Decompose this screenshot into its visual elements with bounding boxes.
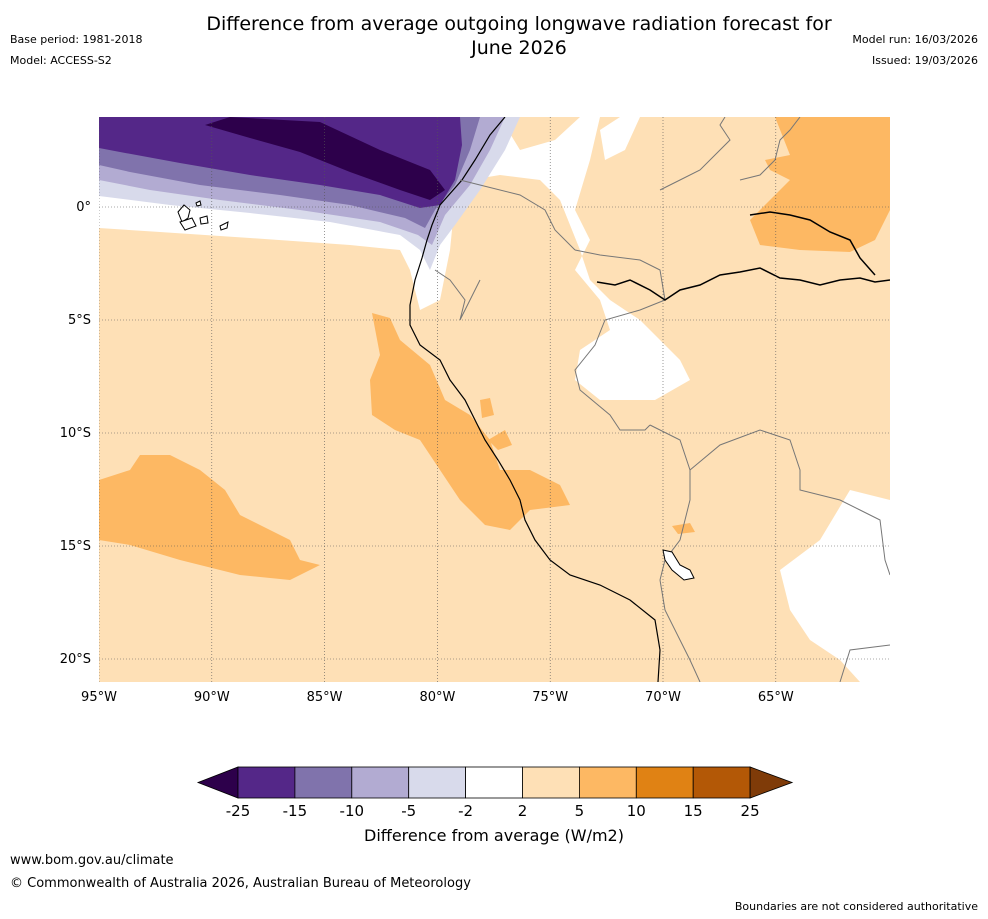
- anomaly-blob-small-1: [480, 398, 494, 418]
- colorbar-ticks: -25 -15 -10 -5 -2 2 5 10 15 25: [226, 802, 760, 820]
- colorbar-segment: [237, 766, 296, 799]
- colorbar-extend-low: [196, 766, 239, 799]
- footer-copyright: © Commonwealth of Australia 2026, Austra…: [10, 876, 471, 891]
- lon-tick-label: 90°W: [194, 690, 230, 705]
- map-area: [99, 117, 890, 682]
- colorbar-segment: [635, 766, 694, 799]
- colorbar-tick-label: 10: [627, 802, 646, 820]
- river-amazon: [596, 267, 890, 301]
- footer-url: www.bom.gov.au/climate: [10, 853, 174, 868]
- colorbar-segment: [522, 766, 580, 799]
- boundary-bolivia-chile: [659, 579, 701, 682]
- model-name: Model: ACCESS-S2: [10, 54, 112, 67]
- boundary-ecuador-peru: [434, 269, 481, 321]
- anomaly-blob-coastal: [370, 313, 570, 530]
- issued-date: Issued: 19/03/2026: [871, 54, 978, 67]
- base-period: Base period: 1981-2018: [10, 33, 143, 46]
- lon-tick-label: 80°W: [419, 690, 455, 705]
- lon-tick-label: 75°W: [532, 690, 568, 705]
- title-line-1: Difference from average outgoing longwav…: [206, 13, 832, 35]
- boundary-peru-brazil: [574, 299, 666, 431]
- anomaly-blob-ocean-west: [99, 455, 320, 580]
- colorbar-tick-label: 5: [575, 802, 585, 820]
- colorbar-tick-label: 15: [684, 802, 703, 820]
- lon-tick-label: 95°W: [81, 690, 117, 705]
- neutral-region-south-east: [780, 490, 890, 682]
- colorbar-segment: [351, 766, 410, 799]
- colorbar-tick-label: 25: [741, 802, 760, 820]
- colorbar-tick-label: 2: [518, 802, 528, 820]
- island-galapagos-2: [179, 217, 197, 231]
- boundary-bolivia-paraguay: [839, 644, 890, 682]
- lat-tick-label: 0°: [76, 200, 91, 215]
- coastline-pacific: [409, 117, 661, 682]
- longitude-labels: 95°W 90°W 85°W 80°W 75°W 70°W 65°W: [81, 690, 794, 705]
- colorbar-label: Difference from average (W/m2): [364, 826, 624, 845]
- anomaly-band-minus25: [205, 117, 445, 200]
- meta-right: Model run: 16/03/2026 Issued: 19/03/2026: [852, 33, 978, 75]
- anomaly-blob-small-2: [488, 430, 512, 450]
- island-galapagos-4: [219, 221, 229, 231]
- island-galapagos-5: [195, 200, 202, 207]
- island-galapagos-1: [177, 204, 191, 223]
- boundary-ecuador-colombia: [459, 179, 576, 251]
- lon-tick-label: 70°W: [645, 690, 681, 705]
- title-line-2: June 2026: [471, 37, 567, 59]
- anomaly-band-minus15: [99, 117, 462, 208]
- colorbar-tick-label: -10: [340, 802, 365, 820]
- colorbar-tick-label: -25: [226, 802, 251, 820]
- lat-tick-label: 5°S: [68, 313, 91, 328]
- colorbar-segment: [408, 766, 467, 799]
- lake-titicaca: [662, 549, 695, 581]
- boundary-colombia-peru: [574, 249, 666, 301]
- footer-note: Boundaries are not considered authoritat…: [734, 900, 978, 913]
- model-run: Model run: 16/03/2026: [852, 33, 978, 46]
- meta-left: Base period: 1981-2018 Model: ACCESS-S2: [10, 33, 142, 75]
- map-title: Difference from average outgoing longwav…: [100, 12, 938, 60]
- latitude-labels: 0° 5°S 10°S 15°S 20°S: [60, 200, 91, 667]
- colorbar-tick-label: -5: [401, 802, 416, 820]
- colorbar-segment: [465, 766, 523, 799]
- lon-tick-label: 85°W: [307, 690, 343, 705]
- colorbar-extend-high: [749, 766, 794, 799]
- colorbar-tick-label: -2: [458, 802, 473, 820]
- river-negro: [749, 211, 876, 276]
- island-galapagos-3: [199, 215, 209, 225]
- anomaly-blob-north-east: [750, 117, 890, 252]
- anomaly-blob-small-3: [672, 523, 695, 534]
- colorbar-segment: [294, 766, 353, 799]
- boundary-venezuela-brazil: [739, 117, 801, 181]
- lon-tick-label: 65°W: [758, 690, 794, 705]
- lat-tick-label: 10°S: [60, 426, 91, 441]
- colorbar-segment: [579, 766, 637, 799]
- colorbar-tick-label: -15: [283, 802, 308, 820]
- lat-tick-label: 20°S: [60, 652, 91, 667]
- colorbar-segment: [692, 766, 751, 799]
- lat-tick-label: 15°S: [60, 539, 91, 554]
- boundary-colombia-venezuela: [659, 117, 731, 191]
- neutral-region-north-east: [600, 117, 640, 160]
- colorbar: [196, 766, 794, 799]
- boundary-bolivia-brazil: [689, 429, 890, 576]
- gridlines: [99, 117, 890, 682]
